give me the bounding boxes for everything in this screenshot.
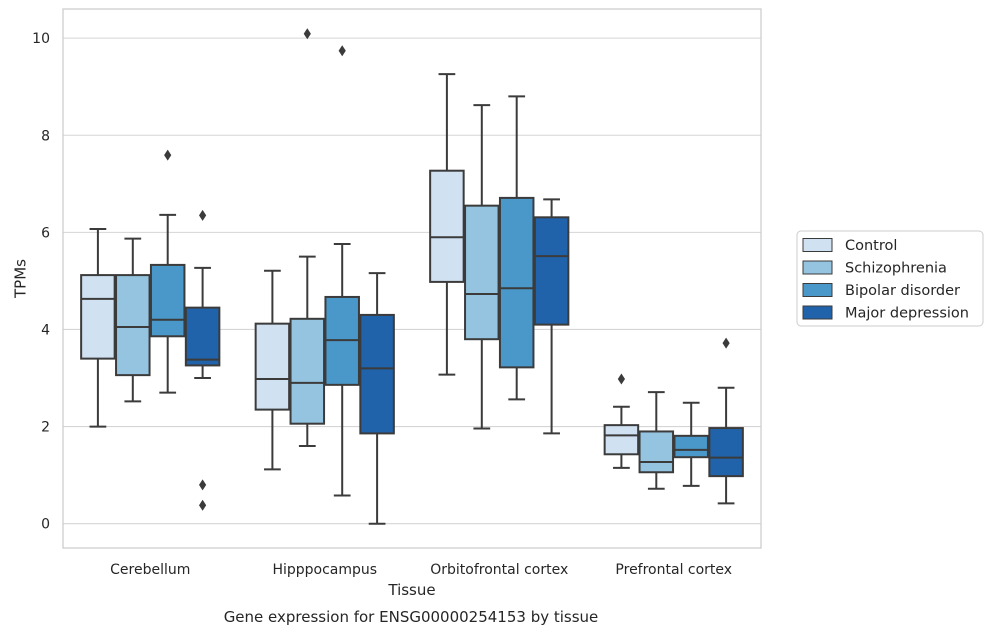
- box-control: [254, 269, 291, 471]
- y-tick-label: 2: [41, 420, 50, 436]
- legend-frame: [796, 230, 984, 327]
- outlier-point: [199, 479, 207, 491]
- outlier-point: [722, 337, 730, 349]
- legend-item: Schizophrenia: [802, 260, 947, 277]
- plot-frame: [62, 8, 762, 549]
- box-bipolar-disorder: [324, 45, 360, 497]
- box-major-depression: [708, 337, 744, 505]
- box-schizophrenia: [638, 391, 675, 490]
- box-major-depression: [359, 272, 395, 525]
- box-bipolar-disorder: [498, 95, 535, 401]
- box-iqr: [708, 427, 744, 478]
- legend-label: Major depression: [845, 306, 969, 322]
- y-tick-label: 10: [32, 31, 50, 47]
- outlier-point: [199, 209, 207, 221]
- box-control: [429, 73, 465, 376]
- x-tick-label: Prefrontal cortex: [615, 562, 732, 578]
- outlier-point: [338, 45, 346, 57]
- outlier-point: [617, 373, 625, 385]
- box-iqr: [673, 434, 709, 459]
- x-tick-label: Cerebellum: [110, 562, 190, 578]
- legend-swatch: [802, 283, 833, 297]
- legend-swatch: [802, 260, 833, 275]
- box-major-depression: [184, 209, 221, 511]
- box-iqr: [254, 322, 291, 411]
- box-control: [80, 227, 116, 428]
- chart-caption: Gene expression for ENSG00000254153 by t…: [224, 608, 599, 626]
- box-iqr: [149, 263, 186, 338]
- y-tick-label: 0: [41, 517, 50, 533]
- box-schizophrenia: [115, 237, 151, 403]
- legend-swatch: [802, 305, 833, 320]
- outlier-point: [303, 28, 311, 40]
- y-tick-label: 6: [41, 225, 50, 241]
- legend-item: Bipolar disorder: [802, 283, 960, 299]
- box-schizophrenia: [464, 104, 500, 430]
- outlier-point: [164, 149, 172, 161]
- box-major-depression: [533, 198, 570, 435]
- y-axis-ticks: 0 2 4 6 8 10: [32, 31, 50, 533]
- outlier-point: [199, 499, 207, 511]
- y-axis-label: TPMs: [11, 259, 29, 299]
- box-iqr: [289, 317, 326, 425]
- legend: Control Schizophrenia Bipolar disorder Majo…: [796, 230, 984, 327]
- box-plot-area: [80, 28, 744, 525]
- box-bipolar-disorder: [673, 401, 709, 487]
- box-iqr: [638, 430, 675, 474]
- legend-label: Bipolar disorder: [845, 283, 960, 299]
- box-iqr: [429, 169, 465, 283]
- legend-swatch: [802, 238, 833, 252]
- x-axis-ticks: Cerebellum Hipppocampus Orbitofrontal cort…: [110, 562, 732, 578]
- box-bipolar-disorder: [149, 149, 186, 394]
- box-iqr: [359, 313, 395, 435]
- box-iqr: [498, 196, 535, 369]
- box-iqr: [184, 306, 221, 367]
- x-axis-label: Tissue: [387, 581, 435, 599]
- box-iqr: [115, 274, 151, 377]
- box-iqr: [80, 274, 116, 360]
- legend-item: Control: [802, 238, 897, 254]
- x-tick-label: Hipppocampus: [272, 562, 377, 578]
- box-iqr: [464, 204, 500, 341]
- legend-label: Control: [845, 238, 897, 254]
- box-control: [603, 373, 640, 469]
- y-tick-label: 4: [41, 322, 50, 338]
- box-iqr: [603, 424, 640, 456]
- x-tick-label: Orbitofrontal cortex: [430, 562, 568, 578]
- box-iqr: [533, 216, 570, 326]
- box-schizophrenia: [289, 28, 326, 448]
- y-tick-label: 8: [41, 128, 50, 144]
- legend-item: Major depression: [802, 305, 969, 322]
- legend-label: Schizophrenia: [845, 261, 947, 277]
